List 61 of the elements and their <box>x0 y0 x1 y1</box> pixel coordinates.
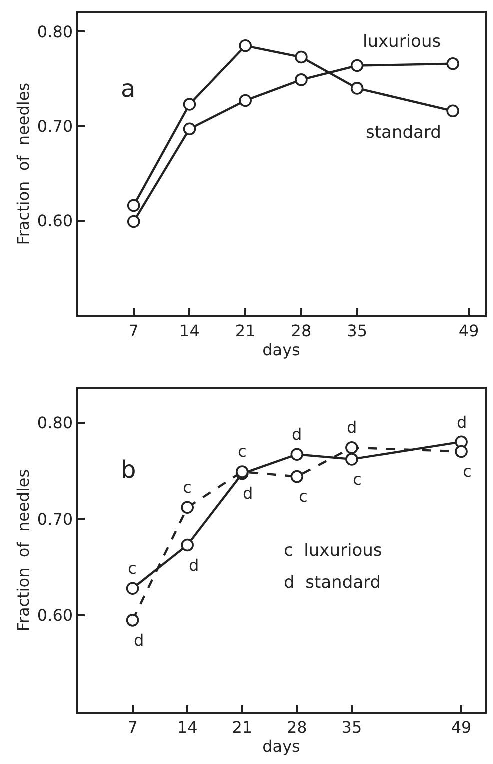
y-tick-label: 0.70 <box>37 510 74 529</box>
x-tick-label: 21 <box>235 321 256 340</box>
x-tick-label: 28 <box>291 321 312 340</box>
y-axis-title: Fraction of needles <box>14 469 33 632</box>
x-tick-label: 49 <box>458 321 480 340</box>
point <box>346 441 358 454</box>
annotation: c <box>353 470 362 489</box>
x-tick-label: 14 <box>177 718 198 737</box>
y-tick-label: 0.80 <box>37 22 74 42</box>
point <box>295 50 308 64</box>
y-tick-label: 0.60 <box>37 211 74 230</box>
annotation: c <box>463 462 472 481</box>
x-tick-label: 28 <box>286 718 308 737</box>
x-tick-label: 35 <box>347 321 368 340</box>
y-tick-label: 0.70 <box>37 116 74 136</box>
x-axis-title: days <box>262 340 300 360</box>
point <box>346 453 358 466</box>
series-label: luxurious <box>363 32 442 52</box>
point <box>446 57 460 70</box>
annotation: b <box>121 456 136 484</box>
annotation: c <box>183 478 192 497</box>
point <box>290 448 304 462</box>
annotation: c <box>128 559 137 578</box>
annotation: d <box>243 484 254 503</box>
point <box>239 94 252 108</box>
point <box>126 582 140 596</box>
y-tick-label: 0.80 <box>37 413 74 432</box>
x-tick-label: 21 <box>232 718 253 737</box>
point <box>183 98 196 111</box>
point <box>295 74 308 86</box>
series-label: standard <box>366 123 442 143</box>
annotation: d standard <box>284 573 382 593</box>
annotation: c <box>299 487 308 506</box>
point <box>127 215 140 228</box>
y-axis-title: Fraction of needles <box>14 82 33 246</box>
point <box>126 614 140 627</box>
point <box>183 122 196 136</box>
point <box>181 538 194 552</box>
annotation: a <box>121 75 136 103</box>
x-tick-label: 7 <box>128 321 139 340</box>
annotation: d <box>292 425 302 444</box>
point <box>181 501 194 514</box>
x-tick-label: 7 <box>128 718 138 737</box>
point <box>446 104 460 118</box>
x-tick-label: 35 <box>342 718 362 737</box>
annotation: d <box>189 556 200 575</box>
annotation: c luxurious <box>284 541 382 561</box>
point <box>455 445 468 458</box>
annotation: c <box>238 442 247 461</box>
x-tick-label: 14 <box>180 321 200 340</box>
x-axis-title: days <box>262 736 300 756</box>
point <box>239 40 252 52</box>
annotation: d <box>457 413 468 432</box>
annotation: d <box>134 631 144 650</box>
point <box>350 59 364 72</box>
point <box>350 82 364 95</box>
annotation: d <box>347 418 358 437</box>
y-tick-label: 0.60 <box>37 606 74 626</box>
point <box>127 199 140 212</box>
point <box>290 470 304 484</box>
x-tick-label: 49 <box>451 718 472 737</box>
